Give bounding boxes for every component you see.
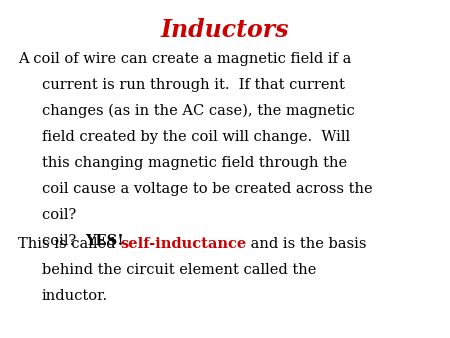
Text: coil cause a voltage to be created across the: coil cause a voltage to be created acros… [42,182,373,196]
Text: coil?: coil? [42,208,86,222]
Text: behind the circuit element called the: behind the circuit element called the [42,263,316,277]
Text: YES!: YES! [86,234,124,248]
Text: current is run through it.  If that current: current is run through it. If that curre… [42,78,345,92]
Text: and is the basis: and is the basis [247,237,367,251]
Text: Inductors: Inductors [161,18,289,42]
Text: coil?: coil? [42,234,86,248]
Text: this changing magnetic field through the: this changing magnetic field through the [42,156,347,170]
Text: self-inductance: self-inductance [120,237,247,251]
Text: A coil of wire can create a magnetic field if a: A coil of wire can create a magnetic fie… [18,52,351,66]
Text: field created by the coil will change.  Will: field created by the coil will change. W… [42,130,350,144]
Text: inductor.: inductor. [42,289,108,303]
Text: changes (as in the AC case), the magnetic: changes (as in the AC case), the magneti… [42,104,355,118]
Text: This is called: This is called [18,237,120,251]
